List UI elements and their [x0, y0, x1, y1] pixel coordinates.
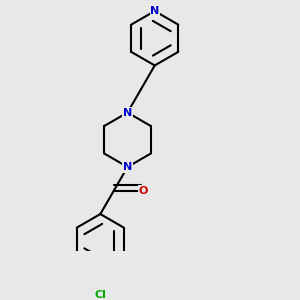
- Text: Cl: Cl: [94, 290, 106, 300]
- Text: O: O: [139, 185, 148, 196]
- Text: N: N: [150, 6, 159, 16]
- Text: N: N: [123, 162, 132, 172]
- Text: N: N: [123, 108, 132, 118]
